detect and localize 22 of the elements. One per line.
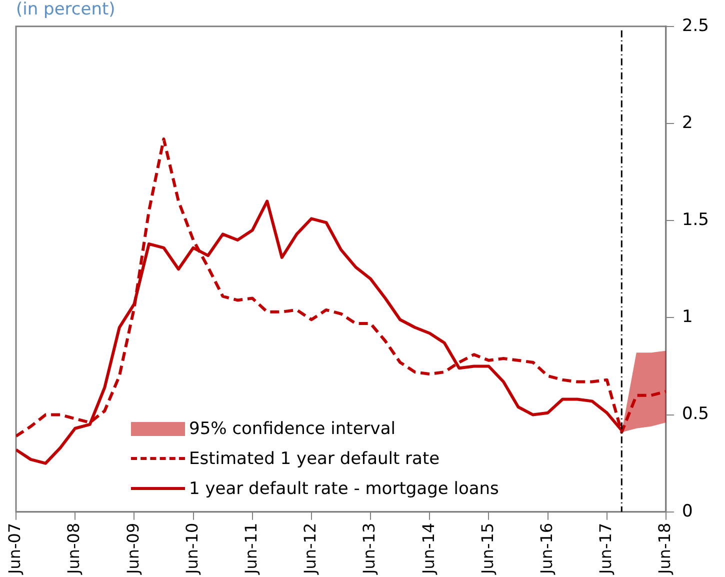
legend-label: 1 year default rate - mortgage loans bbox=[189, 478, 499, 499]
x-tick-label: Jun-11 bbox=[242, 522, 261, 576]
annotation: 95% confidence interval bbox=[189, 418, 396, 439]
x-tick-label: Jun-14 bbox=[418, 522, 438, 576]
y-tick-label: 1 bbox=[682, 307, 693, 328]
x-tick-label: Jun-17 bbox=[596, 522, 616, 576]
x-tick-label: Jun-10 bbox=[182, 522, 202, 576]
y-tick-label: 1.5 bbox=[682, 210, 710, 230]
x-tick-label: Jun-09 bbox=[123, 522, 142, 576]
y-tick-label: 2.5 bbox=[682, 16, 710, 36]
x-tick-label: Jun-13 bbox=[360, 522, 379, 576]
y-tick-label: 0 bbox=[682, 501, 693, 522]
chart-title: (in percent) bbox=[16, 0, 116, 20]
x-tick-label: Jun-12 bbox=[300, 522, 320, 576]
x-tick-label: Jun-18 bbox=[655, 522, 674, 576]
x-tick-label: Jun-16 bbox=[536, 522, 556, 576]
x-tick-label: Jun-08 bbox=[64, 522, 84, 576]
y-tick-label: 2 bbox=[682, 112, 693, 133]
x-tick-label: Jun-15 bbox=[478, 522, 497, 576]
x-tick-label: Jun-07 bbox=[5, 522, 24, 576]
legend-label: Estimated 1 year default rate bbox=[189, 448, 440, 469]
y-tick-label: 0.5 bbox=[682, 404, 710, 424]
